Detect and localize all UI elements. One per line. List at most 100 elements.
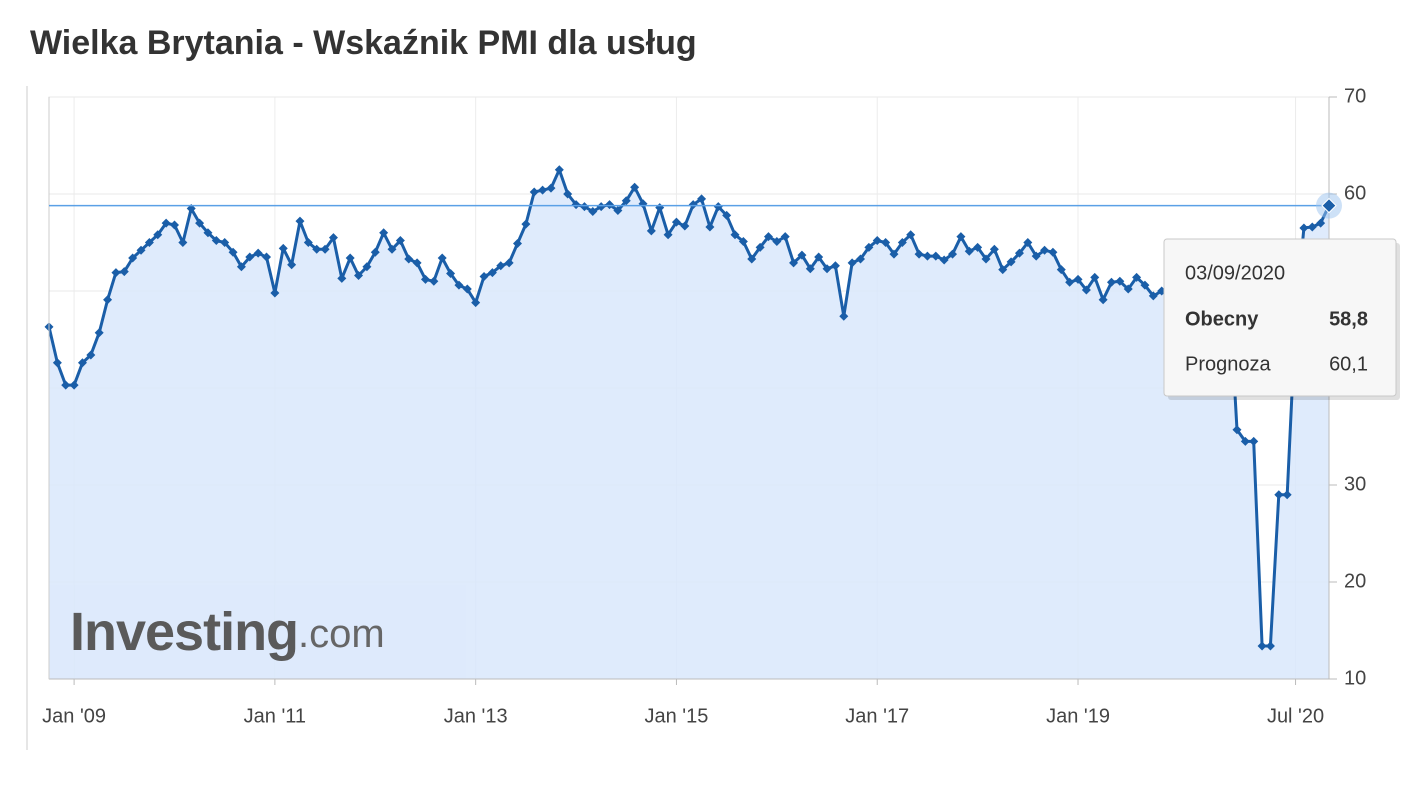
- point: [328, 233, 338, 243]
- point: [621, 196, 631, 206]
- point: [1073, 274, 1083, 284]
- point: [864, 242, 874, 252]
- point: [370, 247, 380, 257]
- point: [362, 262, 372, 272]
- point: [1065, 277, 1075, 287]
- point: [830, 261, 840, 271]
- tooltip-label: Obecny: [1185, 308, 1259, 330]
- point: [579, 202, 589, 212]
- point: [1056, 265, 1066, 275]
- point: [1140, 280, 1150, 290]
- point: [94, 328, 104, 338]
- point: [471, 298, 481, 308]
- point: [1265, 641, 1275, 651]
- point: [588, 206, 598, 216]
- point: [52, 358, 62, 368]
- point: [1031, 251, 1041, 261]
- point: [203, 228, 213, 238]
- point: [337, 273, 347, 283]
- point: [663, 230, 673, 240]
- y-tick-label: 60: [1344, 182, 1366, 204]
- point: [512, 238, 522, 248]
- point: [228, 247, 238, 257]
- point: [111, 268, 121, 278]
- point: [839, 311, 849, 321]
- tooltip-date: 03/09/2020: [1185, 262, 1285, 284]
- point: [61, 380, 71, 390]
- point: [1048, 247, 1058, 257]
- point: [278, 243, 288, 253]
- point: [1123, 284, 1133, 294]
- point: [722, 210, 732, 220]
- point: [496, 261, 506, 271]
- point: [178, 238, 188, 247]
- point: [1040, 245, 1050, 255]
- point: [1316, 218, 1326, 228]
- point: [780, 232, 790, 242]
- point: [387, 244, 397, 254]
- point: [1006, 257, 1016, 267]
- point: [437, 253, 447, 263]
- point: [998, 265, 1008, 275]
- point: [688, 200, 698, 210]
- point: [797, 250, 807, 260]
- point: [713, 202, 723, 212]
- point: [538, 185, 548, 195]
- point: [320, 244, 330, 254]
- point: [211, 236, 221, 246]
- point: [521, 219, 531, 229]
- point: [1257, 641, 1267, 651]
- point: [153, 230, 163, 240]
- point: [429, 276, 439, 286]
- watermark: Investing.com: [70, 602, 385, 662]
- point: [705, 222, 715, 232]
- point: [1023, 238, 1033, 247]
- x-tick-label: Jan '11: [244, 705, 306, 727]
- point: [889, 249, 899, 259]
- point: [69, 380, 79, 390]
- point: [763, 232, 773, 242]
- point: [1274, 490, 1284, 500]
- point: [747, 254, 757, 264]
- x-tick-label: Jan '09: [42, 705, 106, 727]
- point: [345, 253, 355, 263]
- point: [563, 189, 573, 199]
- point: [554, 165, 564, 175]
- y-tick-label: 30: [1344, 473, 1366, 495]
- point: [1249, 436, 1259, 446]
- point: [697, 194, 707, 204]
- chart-title: Wielka Brytania - Wskaźnik PMI dla usług: [30, 24, 697, 62]
- point: [487, 268, 497, 278]
- point: [195, 218, 205, 228]
- point: [571, 200, 581, 210]
- point: [1148, 291, 1158, 301]
- point: [462, 284, 472, 294]
- point: [253, 248, 263, 258]
- point: [454, 280, 464, 290]
- point: [1081, 285, 1091, 295]
- point: [1098, 295, 1108, 305]
- point: [956, 232, 966, 242]
- point: [881, 238, 891, 247]
- point: [1282, 490, 1292, 500]
- point: [245, 252, 255, 262]
- point: [1240, 436, 1250, 446]
- point: [671, 217, 681, 227]
- point: [86, 350, 96, 360]
- point: [605, 200, 615, 210]
- point: [856, 254, 866, 264]
- tooltip-label: Prognoza: [1185, 353, 1271, 375]
- point: [546, 183, 556, 193]
- y-tick-label: 10: [1344, 667, 1366, 689]
- point: [103, 295, 113, 305]
- point: [730, 230, 740, 240]
- point: [596, 202, 606, 212]
- point: [755, 242, 765, 252]
- x-tick-label: Jan '19: [1046, 705, 1110, 727]
- point: [128, 253, 138, 263]
- point: [119, 267, 129, 277]
- point: [529, 187, 539, 197]
- tooltip-value: 58,8: [1329, 308, 1368, 330]
- point: [270, 288, 280, 298]
